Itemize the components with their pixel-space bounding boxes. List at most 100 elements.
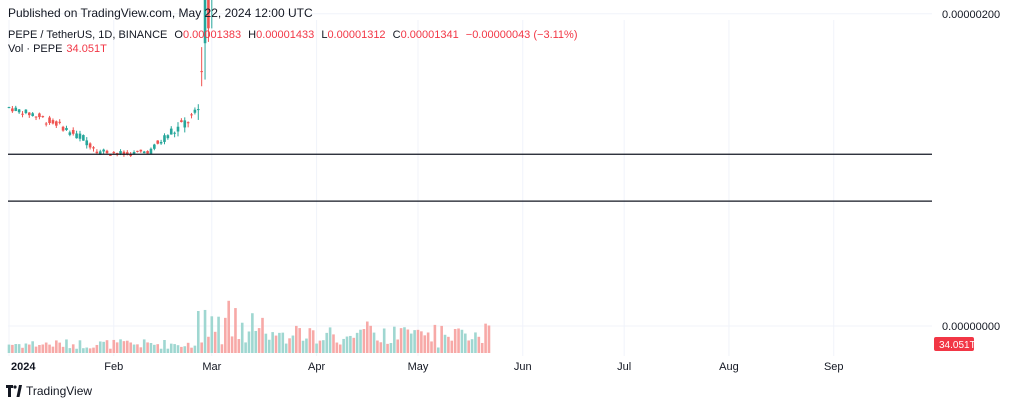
volume-bar [420,331,423,353]
candle-body [88,143,92,148]
volume-bar [440,325,443,353]
volume-bar [308,328,312,353]
volume-bar [163,339,166,353]
volume-bar [487,325,491,353]
horizontal-levels[interactable] [8,153,932,202]
volume-value: 34.051T [66,43,107,55]
volume-bar [335,342,339,353]
volume-bar [237,339,241,353]
volume-bar [322,340,325,353]
volume-bar [220,344,224,353]
candle-body [58,121,62,123]
volume-bar [227,300,231,353]
candle-body [24,109,28,114]
time-tick-label: Jun [514,361,532,373]
volume-bar [48,344,51,353]
volume-bar [200,342,203,353]
candle-body [173,132,176,134]
volume-bar [349,335,352,353]
volume-bar [190,347,193,353]
tradingview-logo-icon [6,385,22,397]
volume-bar [207,336,210,353]
volume-bar [271,332,274,353]
candle-body [61,126,65,131]
volume-bar [406,329,410,353]
volume-bar [21,347,24,353]
volume-bar [156,344,160,353]
candle-body [102,149,105,152]
volume-bar [396,339,400,353]
open-label: O [174,29,183,41]
candle-body [65,127,68,131]
price-tick-label: 0.00000000 [942,321,1000,333]
volume-bar [82,348,85,353]
candle-body [7,107,11,109]
volume-bar [328,327,332,353]
volume-bar [413,330,416,353]
volume-bar [183,346,187,353]
low-value: 0.00001312 [327,29,386,41]
candle-body [136,150,139,152]
volume-bar [267,339,271,353]
price-axis[interactable]: 0.000000000.000002000.000004000.00000600… [8,0,1000,351]
volume-bar [315,343,318,353]
volume-bar [467,340,470,353]
volume-bar [61,346,65,353]
price-tick-label: 0.00000200 [942,9,1000,21]
time-tick-label: Apr [308,361,325,373]
volume-bar [109,348,112,353]
volume-bar [393,326,396,353]
volume-bar [291,335,295,353]
time-tick-label: Feb [104,361,123,373]
volume-bar [88,348,92,353]
volume-bar [180,346,183,353]
close-label: C [392,29,401,41]
volume-bar [115,342,119,353]
candle-body [163,135,166,142]
volume-bar [305,338,308,353]
candle-body [38,113,41,118]
volume-bar [17,344,21,353]
volume-bar [261,317,264,353]
time-tick-label: Mar [202,361,221,373]
volume-bar [126,340,129,353]
time-axis[interactable]: 2024 Feb Mar Apr May Jun Jul Aug Sep [11,361,844,373]
volume-bar [480,342,484,353]
volume-bar [416,329,420,353]
candle-body [180,120,183,123]
candle-body [122,151,126,155]
candle-body [115,153,119,155]
volume-bar [71,344,75,353]
high-value: 0.00001433 [256,29,315,41]
volume-bar [136,344,139,353]
symbol-name[interactable]: PEPE / TetherUS, 1D, BINANCE [8,29,168,41]
volume-bar [403,327,406,353]
candle-body [85,140,89,146]
volume-label[interactable]: Vol · PEPE [8,43,63,55]
tradingview-footer[interactable]: TradingView [6,384,92,398]
candle-body [149,148,153,154]
volume-bar [470,339,474,353]
volume-bar [224,317,227,353]
volume-bar [122,341,126,353]
volume-bar [95,344,99,353]
volume-bar [176,345,180,353]
volume-bar [210,316,214,353]
candle-body [21,113,24,115]
volume-bar [332,334,335,353]
volume-bar [234,308,237,353]
volume-bar [254,330,258,353]
volume-bar [443,334,447,353]
candle-body [71,129,75,134]
volume-bar [325,332,329,353]
candlesticks [7,0,213,158]
volume-bar [203,309,207,353]
volume-legend: Vol · PEPE 34.051T [8,43,107,55]
volume-bar [436,347,440,353]
volume-bar [453,328,457,353]
volume-bar [281,332,285,353]
candle-body [190,114,193,116]
time-tick-label: May [408,361,429,373]
volume-bar [217,316,220,353]
